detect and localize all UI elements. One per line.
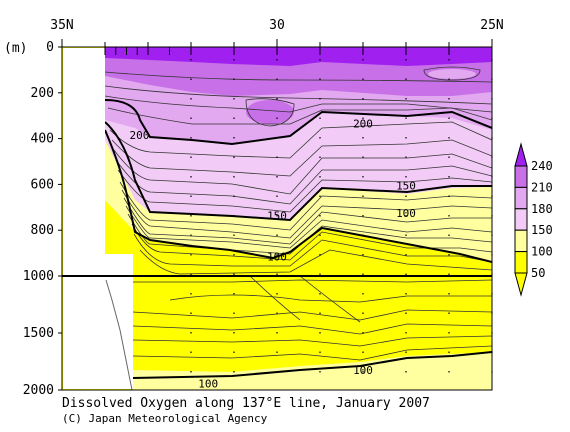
y-tick-label: 1000 xyxy=(23,269,54,284)
legend-level-label: 150 xyxy=(531,223,553,237)
bottom-topography xyxy=(105,279,133,391)
contour-label: 100 xyxy=(396,207,416,220)
x-axis: 35N 30 25N xyxy=(50,18,504,47)
legend-swatch xyxy=(514,165,528,188)
x-tick-label: 25N xyxy=(480,18,503,33)
contour-label: 100 xyxy=(353,364,373,377)
x-tick-label: 30 xyxy=(269,18,285,33)
y-tick-label: 400 xyxy=(31,132,54,147)
no-data-upper xyxy=(63,48,105,275)
y-tick-label: 800 xyxy=(31,223,54,238)
contour-label: 150 xyxy=(396,180,416,193)
legend-arrow-top xyxy=(514,142,528,167)
contour-label: 100 xyxy=(198,378,218,391)
legend-swatch xyxy=(514,251,528,274)
y-tick-label: 200 xyxy=(31,86,54,101)
contour-100 xyxy=(104,129,492,263)
y-axis: 0 200 400 600 800 1000 1500 2000 xyxy=(23,40,62,398)
legend-level-label: 180 xyxy=(531,202,553,216)
color-legend: 240 210 180 150 100 50 xyxy=(514,142,553,297)
copyright-credit: (C) Japan Meteorological Agency xyxy=(62,412,268,425)
lower-band-deep xyxy=(133,352,492,390)
oxygen-min-patch-inner xyxy=(428,69,476,79)
y-tick-label: 1500 xyxy=(23,326,54,341)
legend-swatch xyxy=(514,229,528,253)
no-data-step xyxy=(105,254,133,275)
band-above-240 xyxy=(105,47,492,66)
legend-arrow-bottom xyxy=(514,272,528,297)
chart-title: Dissolved Oxygen along 137°E line, Janua… xyxy=(62,396,430,411)
contour-label: 150 xyxy=(267,209,287,222)
contour-label: 100 xyxy=(267,251,287,264)
legend-level-label: 240 xyxy=(531,159,553,173)
contour-label: 200 xyxy=(129,129,149,142)
x-tick-label: 35N xyxy=(50,18,73,33)
contour-label: 200 xyxy=(353,118,373,131)
legend-level-label: 100 xyxy=(531,245,553,259)
no-data-lower xyxy=(63,277,133,389)
legend-swatch xyxy=(514,208,528,231)
legend-level-label: 50 xyxy=(531,266,545,280)
upper-panel xyxy=(62,47,492,276)
depth-unit-label: (m) xyxy=(4,41,27,56)
contour-100-deep xyxy=(132,351,492,379)
contour-200 xyxy=(104,99,492,146)
oxygen-max-patch xyxy=(246,100,294,124)
contour-labels: 200 200 150 150 100 100 100 100 xyxy=(129,118,416,391)
contour-150 xyxy=(104,121,492,222)
y-tick-label: 600 xyxy=(31,177,54,192)
y-tick-label: 0 xyxy=(46,40,54,55)
legend-swatch xyxy=(514,186,528,210)
legend-level-label: 210 xyxy=(531,180,553,194)
y-tick-label: 2000 xyxy=(23,383,54,398)
